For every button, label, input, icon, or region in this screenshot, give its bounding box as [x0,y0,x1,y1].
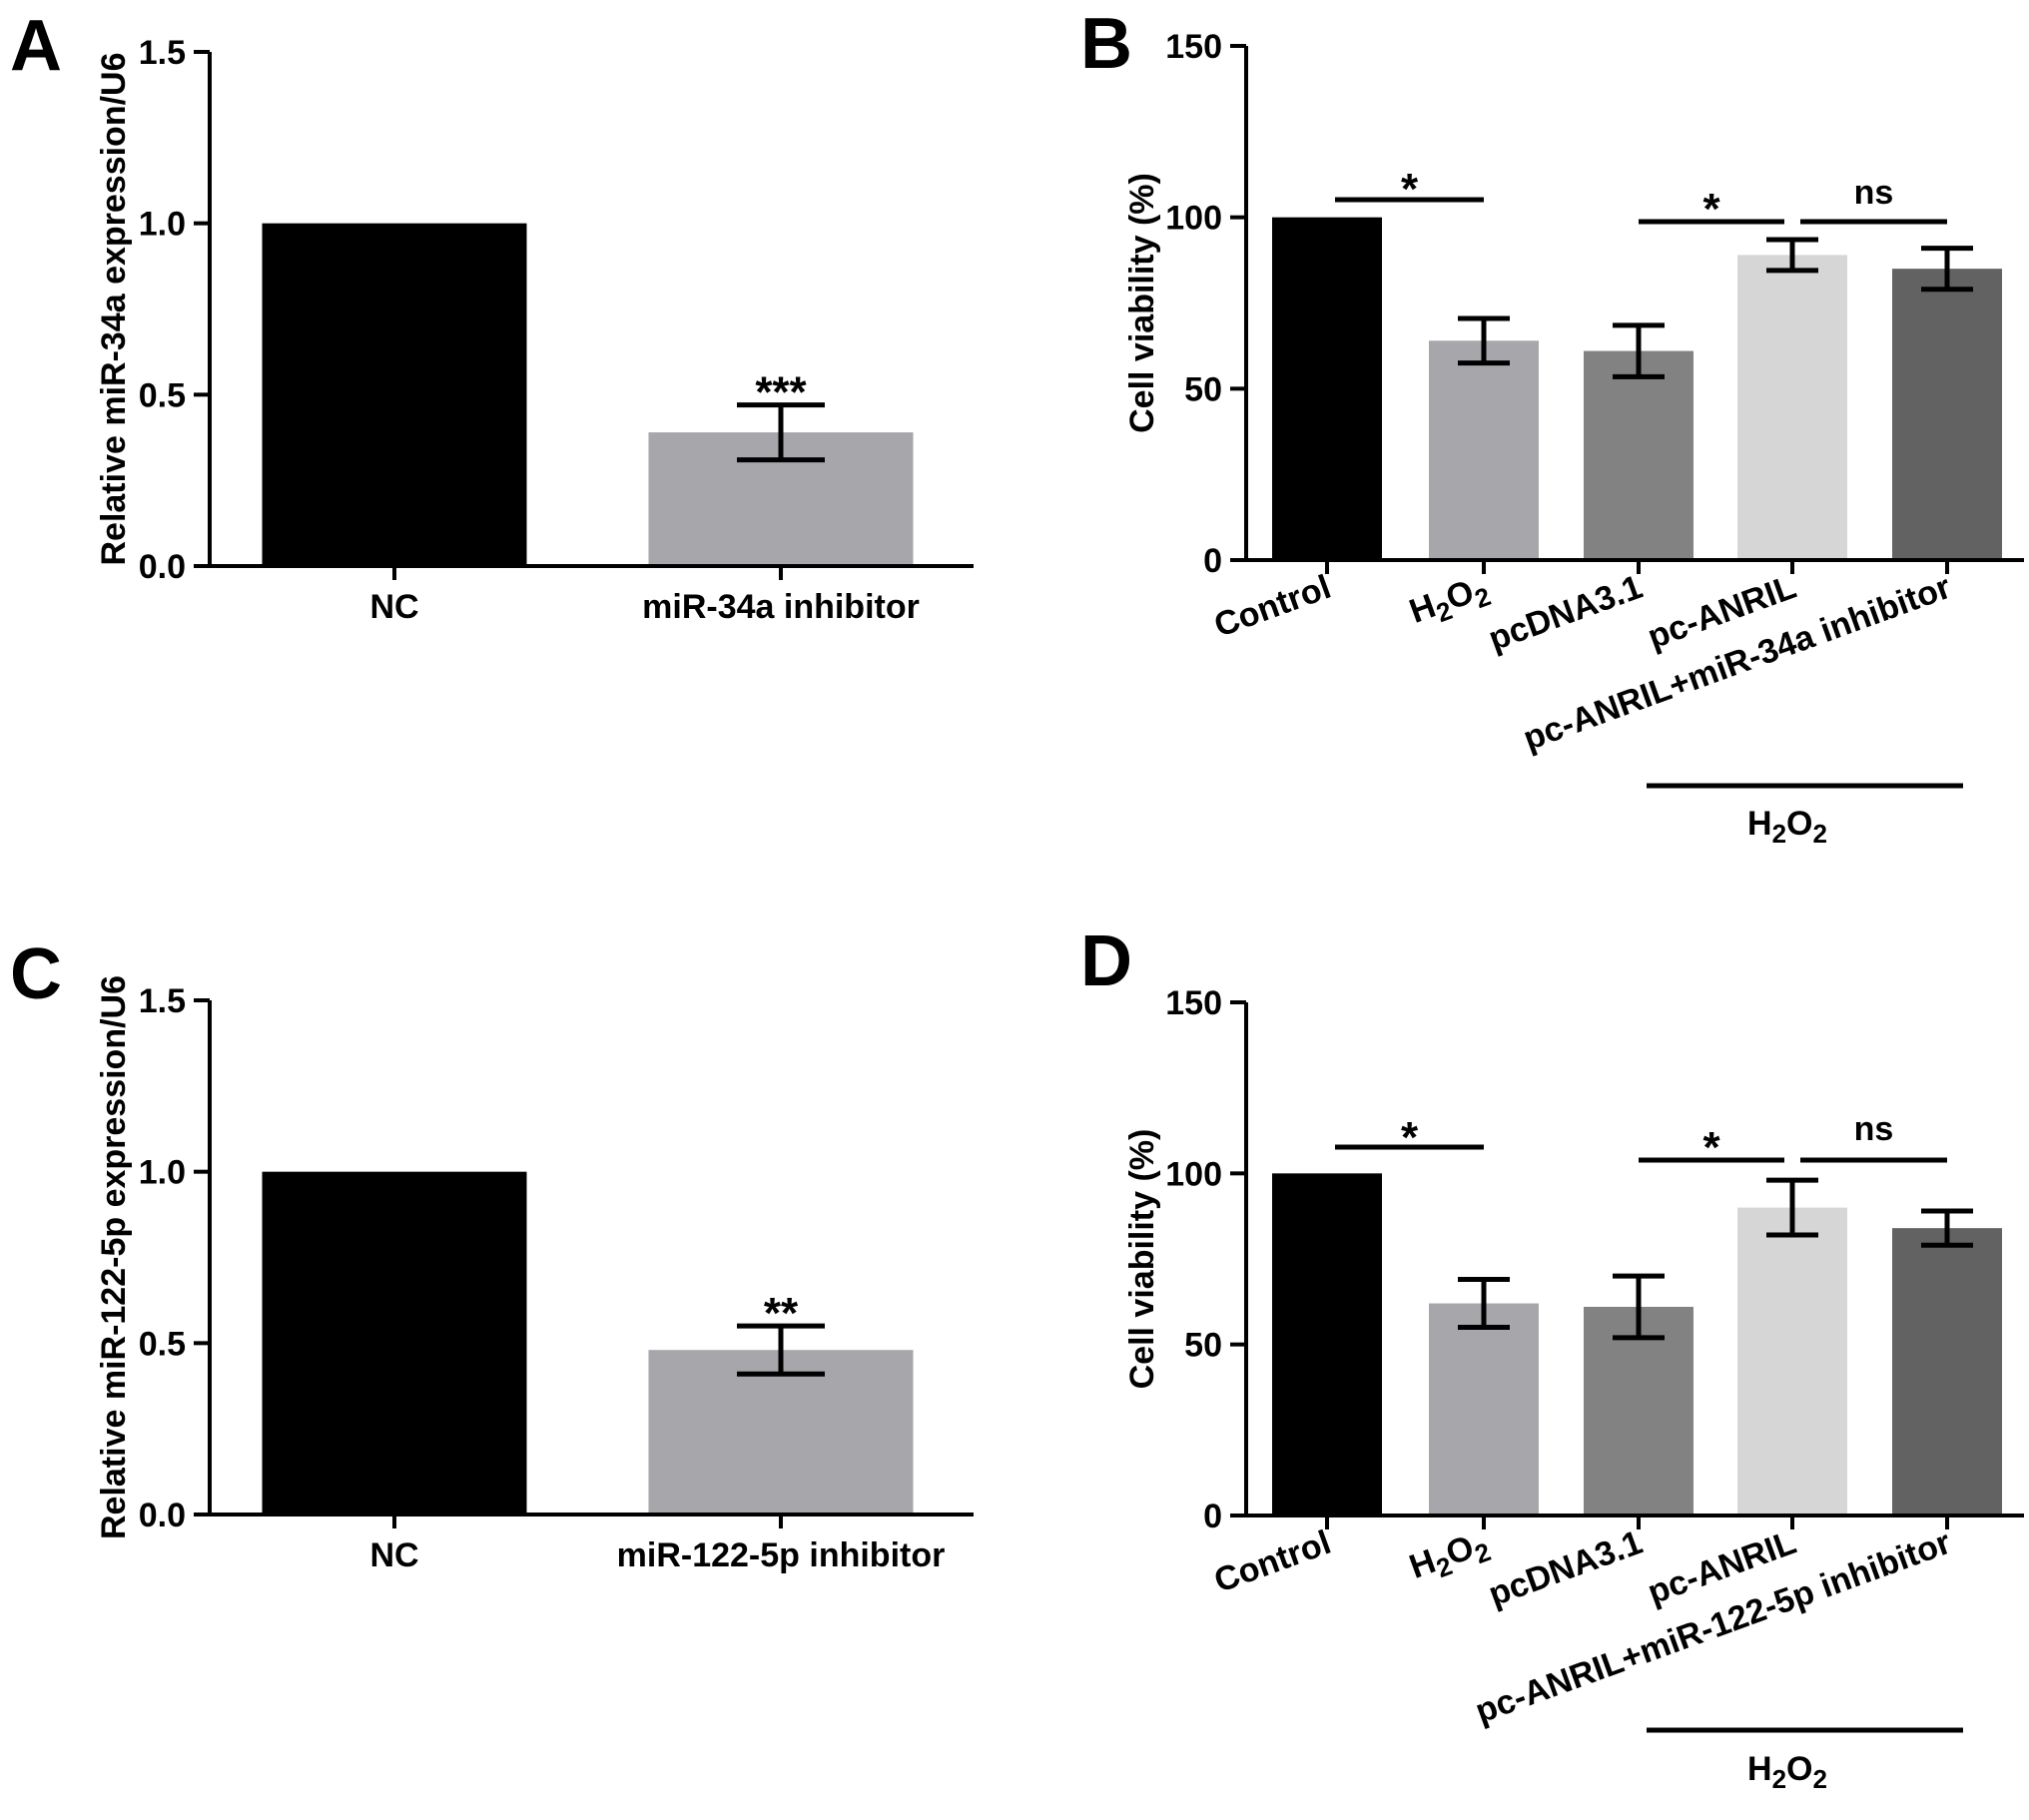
y-tick-label: 1.5 [139,34,186,72]
error-bar [1458,1277,1510,1331]
error-bar [1613,322,1665,379]
y-tick-label: 100 [1165,1155,1222,1193]
y-axis-title: Relative miR-122-5p expression/U6 [95,975,133,1539]
bar [1272,1173,1382,1516]
y-tick-label: 0.0 [139,1497,186,1534]
panel-letter: B [1080,4,1132,84]
error-bar [1766,237,1818,274]
comparison-label: ns [1854,1110,1894,1148]
bar [262,1171,527,1515]
x-tick-label: miR-34a inhibitor [642,588,920,626]
bar [1584,1306,1693,1516]
error-bar [1921,1208,1973,1248]
panel-A: A 0.0 0.5 1.0 1.5 NC miR-34a inhibitor Relative… [10,6,974,626]
axes [1244,46,2024,562]
x-tick-label: pcDNA3.1 [1484,568,1648,659]
y-tick-label: 0 [1203,542,1222,580]
bar [1272,217,1382,560]
error-bar [1921,246,1973,293]
comparison-label: ns [1854,174,1894,212]
y-tick-label: 50 [1184,370,1222,408]
x-tick-label: H2O2 [1405,1523,1495,1592]
group-label: H2O2 [1747,1750,1827,1794]
error-bar [1766,1177,1818,1238]
bar [1584,350,1693,560]
panel-letter: C [10,934,62,1014]
x-tick-label: Control [1209,568,1336,645]
comparison-label: * [1702,1123,1720,1172]
y-tick-label: 150 [1165,28,1222,66]
error-bar [1613,1273,1665,1341]
y-tick-label: 150 [1165,984,1222,1022]
bar [1737,1207,1847,1516]
comparison-label: * [1401,1113,1419,1162]
y-tick-label: 0.5 [139,376,186,414]
y-axis-title: Cell viability (%) [1123,1129,1161,1390]
error-bar [1458,315,1510,366]
axes [1244,1002,2024,1517]
y-tick-label: 100 [1165,200,1222,238]
y-tick-label: 1.5 [139,982,186,1020]
significance-label: *** [755,368,807,417]
x-tick-label: Control [1209,1523,1336,1600]
bar [1737,255,1847,560]
y-tick-label: 0.0 [139,548,186,586]
comparison-label: * [1702,185,1720,234]
bar [1429,340,1539,560]
bar [1429,1303,1539,1516]
y-axis-title: Cell viability (%) [1123,173,1161,433]
bar [1892,269,2002,560]
y-axis-title: Relative miR-34a expression/U6 [95,52,133,565]
y-tick-label: 0.5 [139,1325,186,1363]
x-tick-label: pcDNA3.1 [1484,1523,1648,1614]
group-label: H2O2 [1747,805,1827,849]
error-bar [737,402,825,463]
axes [208,52,974,568]
panel-letter: D [1080,921,1132,1001]
axes [208,1000,974,1517]
significance-label: ** [764,1289,799,1338]
y-tick-label: 1.0 [139,206,186,244]
panel-C: C 0.0 0.5 1.0 1.5 NC miR-122-5p inhibitor Relat… [10,934,974,1574]
x-tick-label: miR-122-5p inhibitor [617,1536,946,1574]
bar [262,223,527,566]
y-tick-label: 0 [1203,1498,1222,1535]
error-bar [737,1323,825,1377]
panel-letter: A [10,6,62,86]
y-tick-label: 50 [1184,1327,1222,1365]
y-tick-label: 1.0 [139,1154,186,1192]
comparison-label: * [1401,165,1419,214]
bar [1892,1228,2002,1516]
x-tick-label: H2O2 [1405,568,1495,637]
x-tick-label: NC [369,588,418,626]
x-tick-label: NC [369,1536,418,1574]
bar [648,1350,914,1515]
